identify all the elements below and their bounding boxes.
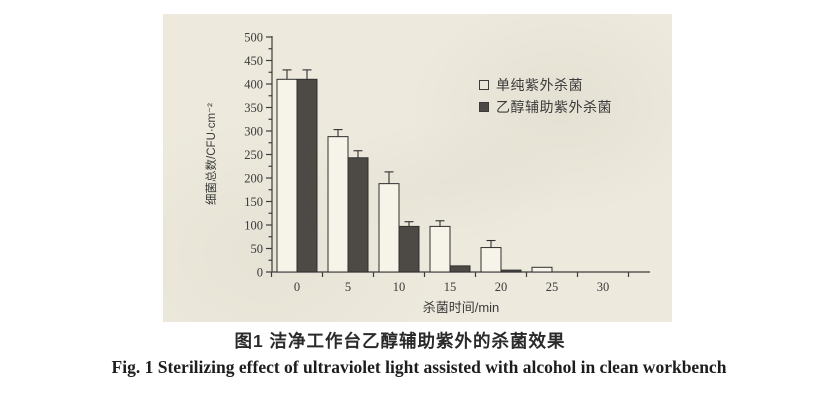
figure-caption-en: Fig. 1 Sterilizing effect of ultraviolet…	[111, 357, 727, 377]
svg-text:500: 500	[244, 31, 263, 45]
svg-text:0: 0	[257, 266, 263, 280]
svg-text:30: 30	[597, 280, 610, 294]
svg-text:杀菌时间/min: 杀菌时间/min	[423, 300, 500, 315]
svg-text:5: 5	[345, 280, 351, 294]
chart-legend: 单纯紫外杀菌 乙醇辅助紫外杀菌	[479, 74, 612, 118]
bar-chart: 0 50 100 150 200 250 300 350 400 450 500 0 5 10 15 20 25…	[204, 31, 650, 315]
svg-text:20: 20	[495, 280, 508, 294]
legend-open-square-icon	[479, 80, 489, 90]
svg-text:350: 350	[244, 101, 263, 115]
svg-text:300: 300	[244, 125, 263, 139]
figure-caption-zh: 图1 洁净工作台乙醇辅助紫外的杀菌效果	[234, 331, 566, 351]
scanned-chart-image: 0 50 100 150 200 250 300 350 400 450 500 0 5 10 15 20 25…	[163, 14, 672, 322]
svg-text:10: 10	[393, 280, 406, 294]
legend-label-uv-ethanol: 乙醇辅助紫外杀菌	[496, 99, 612, 115]
legend-label-uv-only: 单纯紫外杀菌	[496, 77, 583, 93]
svg-text:15: 15	[444, 280, 457, 294]
svg-text:100: 100	[244, 219, 263, 233]
svg-text:250: 250	[244, 148, 263, 162]
svg-text:200: 200	[244, 172, 263, 186]
svg-text:50: 50	[251, 242, 264, 256]
svg-text:25: 25	[546, 280, 559, 294]
legend-filled-square-icon	[479, 102, 489, 112]
svg-text:150: 150	[244, 195, 263, 209]
svg-text:0: 0	[294, 280, 300, 294]
svg-text:450: 450	[244, 54, 263, 68]
svg-text:400: 400	[244, 78, 263, 92]
svg-text:细菌总数/CFU·cm⁻²: 细菌总数/CFU·cm⁻²	[204, 103, 218, 205]
legend-item-uv-ethanol: 乙醇辅助紫外杀菌	[479, 96, 612, 118]
legend-item-uv-only: 单纯紫外杀菌	[479, 74, 612, 96]
